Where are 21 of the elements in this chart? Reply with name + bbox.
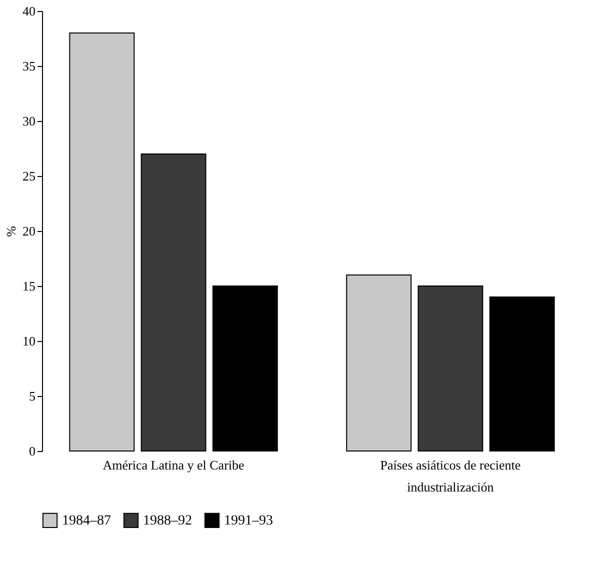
y-tick-label: 15: [22, 278, 36, 294]
legend-label: 1988–92: [143, 513, 192, 528]
legend-label: 1991–93: [224, 513, 273, 528]
bar: [346, 274, 412, 452]
y-tick-label: 10: [22, 334, 36, 348]
y-tick-label: 0: [29, 444, 36, 458]
x-tick-label: América Latina y el Caribe: [102, 458, 245, 472]
bar: [69, 32, 135, 452]
y-axis-title: %: [4, 226, 18, 237]
y-tick-label: 25: [22, 168, 36, 184]
y-tick-label: 40: [22, 4, 36, 18]
legend-label: 1984–87: [62, 513, 111, 528]
y-tick-label: 20: [22, 224, 36, 238]
y-tick-label: 30: [22, 114, 36, 128]
bar: [489, 296, 555, 452]
bar: [212, 286, 278, 452]
x-tick-label: Países asiáticos de reciente industrialización: [380, 458, 521, 494]
y-tick-label: 35: [22, 58, 36, 74]
bar: [140, 154, 206, 452]
bar: [418, 286, 484, 452]
y-tick-label: 5: [29, 388, 36, 404]
